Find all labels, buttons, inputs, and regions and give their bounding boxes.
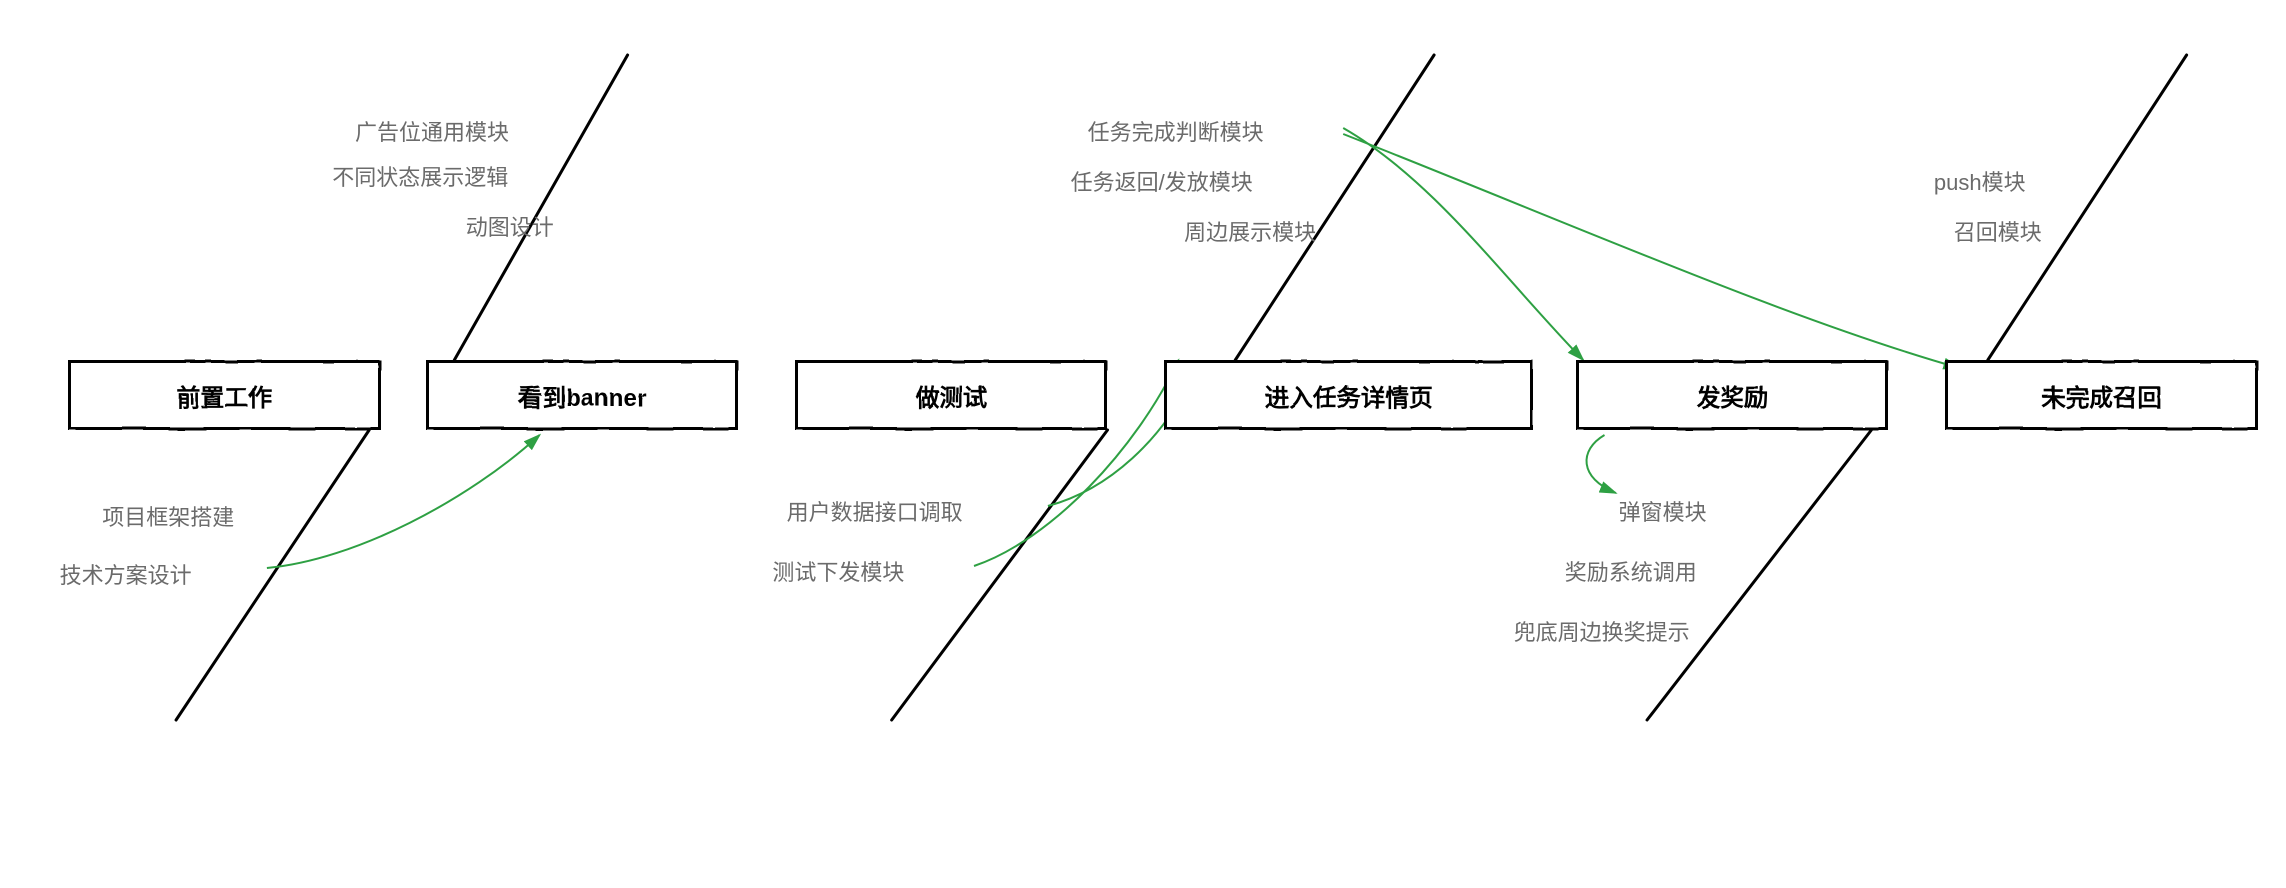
- spine-s_b1_down: [176, 430, 369, 720]
- flow-box-b6: 未完成召回: [1945, 360, 2257, 430]
- annotation-l_surround: 周边展示模块: [1184, 215, 1316, 247]
- annotation-l_fallback: 兜底周边换奖提示: [1514, 615, 1690, 647]
- spine-s_b4_up: [1235, 55, 1434, 360]
- flow-box-label: 进入任务详情页: [1265, 378, 1433, 413]
- dependency-arrow-a1: [267, 435, 540, 568]
- flow-box-label: 前置工作: [176, 378, 272, 413]
- flow-box-b4: 进入任务详情页: [1164, 360, 1533, 430]
- annotation-l_recall: 召回模块: [1954, 215, 2042, 247]
- spine-s_b2_up: [454, 55, 627, 360]
- flow-box-label: 未完成召回: [2041, 378, 2161, 413]
- flow-box-b2: 看到banner: [426, 360, 738, 430]
- dependency-arrow-a6: [1587, 435, 1616, 493]
- annotation-l_userdata: 用户数据接口调取: [787, 495, 963, 527]
- flow-box-label: 看到banner: [518, 378, 646, 413]
- annotation-l_tech: 技术方案设计: [60, 558, 192, 590]
- annotation-l_anim: 动图设计: [466, 210, 554, 242]
- annotation-l_reward: 奖励系统调用: [1565, 555, 1697, 587]
- spine-s_b3_down: [892, 430, 1108, 720]
- annotation-l_frame: 项目框架搭建: [102, 500, 234, 532]
- spine-s_b6_up: [1988, 55, 2187, 360]
- annotation-l_popup: 弹窗模块: [1619, 495, 1707, 527]
- dependency-arrow-a5: [1343, 134, 1959, 368]
- flow-box-label: 发奖励: [1696, 378, 1768, 413]
- annotation-l_testmod: 测试下发模块: [772, 555, 904, 587]
- flow-box-b1: 前置工作: [68, 360, 380, 430]
- annotation-l_state: 不同状态展示逻辑: [332, 160, 508, 192]
- annotation-l_adv: 广告位通用模块: [355, 115, 509, 147]
- flow-box-b3: 做测试: [795, 360, 1107, 430]
- annotation-l_taskdone: 任务完成判断模块: [1088, 115, 1264, 147]
- flow-box-b5: 发奖励: [1576, 360, 1888, 430]
- annotation-l_taskret: 任务返回/发放模块: [1071, 165, 1253, 197]
- dependency-arrow-a4: [1343, 128, 1583, 360]
- annotation-l_push: push模块: [1934, 165, 2026, 197]
- flow-box-label: 做测试: [915, 378, 987, 413]
